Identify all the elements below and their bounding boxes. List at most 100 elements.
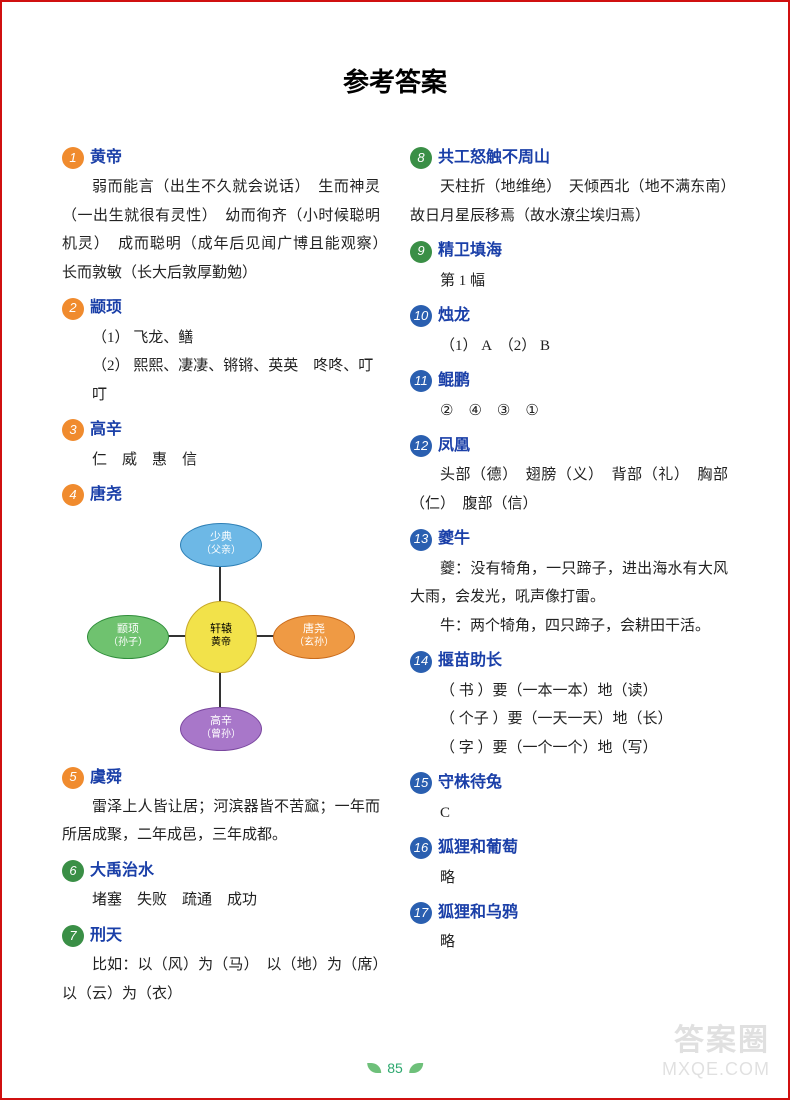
item-title: 精卫填海	[438, 236, 502, 266]
watermark-line1: 答案圈	[662, 1015, 770, 1059]
diagram-node: 高辛（曾孙）	[180, 707, 262, 751]
item-number-badge: 3	[62, 419, 84, 441]
diagram-node: 唐尧（玄孙）	[273, 615, 355, 659]
diagram-connector	[219, 671, 221, 707]
item-heading: 2 颛顼	[62, 293, 380, 323]
item-number-badge: 2	[62, 298, 84, 320]
content-columns: 1 黄帝弱而能言（出生不久就会说话） 生而神灵（一出生就很有灵性） 幼而徇齐（小时…	[62, 139, 728, 1014]
relationship-diagram: 少典（父亲）颛顼（孙子）唐尧（玄孙）高辛（曾孙）轩辕黄帝	[81, 517, 361, 757]
answer-item: 2 颛顼（1） 飞龙、鳝（2） 熙熙、凄凄、锵锵、英英 咚咚、叮叮	[62, 293, 380, 409]
item-heading: 15 守株待兔	[410, 768, 728, 798]
item-heading: 9精卫填海	[410, 236, 728, 266]
item-heading: 17 狐狸和乌鸦	[410, 898, 728, 928]
item-heading: 8 共工怒触不周山	[410, 143, 728, 173]
item-body: 略	[410, 928, 728, 957]
item-number-badge: 7	[62, 925, 84, 947]
item-title: 共工怒触不周山	[438, 143, 550, 173]
item-number-badge: 5	[62, 767, 84, 789]
answer-item: 12凤凰头部（德） 翅膀（义） 背部（礼） 胸部（仁） 腹部（信）	[410, 431, 728, 518]
watermark: 答案圈 MXQE.COM	[662, 1015, 770, 1080]
item-title: 黄帝	[90, 143, 122, 173]
item-title: 大禹治水	[90, 856, 154, 886]
item-title: 揠苗助长	[438, 646, 502, 676]
page: 参考答案 1 黄帝弱而能言（出生不久就会说话） 生而神灵（一出生就很有灵性） 幼而…	[0, 0, 790, 1100]
item-line: （ 书 ）要（一本一本）地（读）	[410, 677, 728, 706]
answer-item: 13 夔牛夔：没有犄角，一只蹄子，进出海水有大风大雨，会发光，吼声像打雷。牛：两个…	[410, 524, 728, 640]
item-line: （1） 飞龙、鳝	[62, 324, 380, 353]
page-number-text: 85	[387, 1060, 403, 1076]
item-heading: 16 狐狸和葡萄	[410, 833, 728, 863]
item-title: 狐狸和乌鸦	[438, 898, 518, 928]
answer-item: 3 高辛仁 威 惠 信	[62, 415, 380, 474]
diagram-connector	[167, 635, 187, 637]
answer-item: 7 刑天比如：以（风）为（马） 以（地）为（席） 以（云）为（衣）	[62, 921, 380, 1008]
item-heading: 11鲲鹏	[410, 366, 728, 396]
item-number-badge: 14	[410, 651, 432, 673]
item-title: 夔牛	[438, 524, 470, 554]
answer-item: 9精卫填海第 1 幅	[410, 236, 728, 295]
right-column: 8 共工怒触不周山天柱折（地维绝） 天倾西北（地不满东南） 故日月星辰移焉（故水潦…	[410, 139, 728, 1014]
item-number-badge: 8	[410, 147, 432, 169]
left-column: 1 黄帝弱而能言（出生不久就会说话） 生而神灵（一出生就很有灵性） 幼而徇齐（小时…	[62, 139, 380, 1014]
item-line: （ 字 ）要（一个一个）地（写）	[410, 734, 728, 763]
item-title: 颛顼	[90, 293, 122, 323]
item-heading: 3 高辛	[62, 415, 380, 445]
item-heading: 14 揠苗助长	[410, 646, 728, 676]
item-title: 狐狸和葡萄	[438, 833, 518, 863]
item-number-badge: 16	[410, 837, 432, 859]
answer-item: 1 黄帝弱而能言（出生不久就会说话） 生而神灵（一出生就很有灵性） 幼而徇齐（小时…	[62, 143, 380, 287]
item-line: （ 个子 ）要（一天一天）地（长）	[410, 705, 728, 734]
item-body: 夔：没有犄角，一只蹄子，进出海水有大风大雨，会发光，吼声像打雷。	[410, 555, 728, 612]
item-body: 天柱折（地维绝） 天倾西北（地不满东南） 故日月星辰移焉（故水潦尘埃归焉）	[410, 173, 728, 230]
answer-item: 6大禹治水堵塞 失败 疏通 成功	[62, 856, 380, 915]
item-title: 烛龙	[438, 301, 470, 331]
item-title: 守株待兔	[438, 768, 502, 798]
diagram-node: 轩辕黄帝	[185, 601, 257, 673]
answer-item: 15 守株待兔C	[410, 768, 728, 827]
item-line: （2） 熙熙、凄凄、锵锵、英英 咚咚、叮叮	[62, 352, 380, 409]
item-title: 虞舜	[90, 763, 122, 793]
item-heading: 12凤凰	[410, 431, 728, 461]
watermark-line2: MXQE.COM	[662, 1059, 770, 1080]
item-number-badge: 4	[62, 484, 84, 506]
item-number-badge: 6	[62, 860, 84, 882]
item-number-badge: 17	[410, 902, 432, 924]
answer-item: 10烛龙（1） A （2） B	[410, 301, 728, 360]
item-title: 唐尧	[90, 480, 122, 510]
page-title: 参考答案	[62, 62, 728, 99]
diagram-connector	[219, 567, 221, 603]
item-body: 比如：以（风）为（马） 以（地）为（席） 以（云）为（衣）	[62, 951, 380, 1008]
leaf-icon	[367, 1063, 381, 1073]
item-number-badge: 11	[410, 370, 432, 392]
answer-item: 8 共工怒触不周山天柱折（地维绝） 天倾西北（地不满东南） 故日月星辰移焉（故水潦…	[410, 143, 728, 230]
item-heading: 4 唐尧	[62, 480, 380, 510]
item-number-badge: 15	[410, 772, 432, 794]
answer-item: 5 虞舜雷泽上人皆让居；河滨器皆不苦窳；一年而所居成聚，二年成邑，三年成都。	[62, 763, 380, 850]
item-body: 第 1 幅	[410, 267, 728, 296]
item-heading: 5 虞舜	[62, 763, 380, 793]
item-body: 略	[410, 864, 728, 893]
diagram-node: 少典（父亲）	[180, 523, 262, 567]
item-heading: 6 大禹治水	[62, 856, 380, 886]
item-number-badge: 12	[410, 435, 432, 457]
item-heading: 10 烛龙	[410, 301, 728, 331]
item-body: C	[410, 799, 728, 828]
item-title: 刑天	[90, 921, 122, 951]
answer-item: 17 狐狸和乌鸦略	[410, 898, 728, 957]
diagram-connector	[255, 635, 275, 637]
item-body: 仁 威 惠 信	[62, 446, 380, 475]
item-title: 高辛	[90, 415, 122, 445]
answer-item: 16 狐狸和葡萄略	[410, 833, 728, 892]
answer-item: 14 揠苗助长（ 书 ）要（一本一本）地（读）（ 个子 ）要（一天一天）地（长）（…	[410, 646, 728, 762]
item-body: 牛：两个犄角，四只蹄子，会耕田干活。	[410, 612, 728, 641]
item-number-badge: 1	[62, 147, 84, 169]
item-heading: 1 黄帝	[62, 143, 380, 173]
item-heading: 7 刑天	[62, 921, 380, 951]
item-number-badge: 10	[410, 305, 432, 327]
page-number: 85	[367, 1060, 423, 1076]
item-body: 弱而能言（出生不久就会说话） 生而神灵（一出生就很有灵性） 幼而徇齐（小时候聪明…	[62, 173, 380, 287]
item-number-badge: 13	[410, 529, 432, 551]
item-heading: 13 夔牛	[410, 524, 728, 554]
item-body: 雷泽上人皆让居；河滨器皆不苦窳；一年而所居成聚，二年成邑，三年成都。	[62, 793, 380, 850]
answer-item: 4唐尧少典（父亲）颛顼（孙子）唐尧（玄孙）高辛（曾孙）轩辕黄帝	[62, 480, 380, 756]
